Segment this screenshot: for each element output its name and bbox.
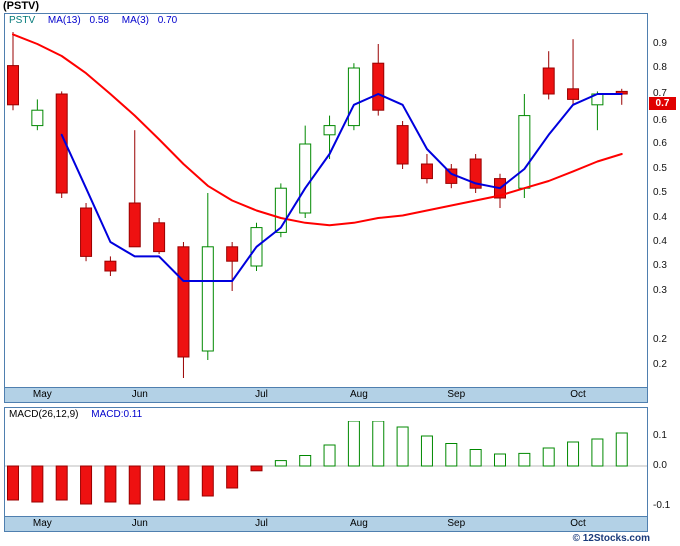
y-axis-tick-label: -0.1 <box>653 500 671 511</box>
y-axis-tick-label: 0.5 <box>653 187 667 198</box>
x-axis-month-label: May <box>32 389 52 400</box>
x-axis-month-label: Jun <box>131 389 148 400</box>
ma3-legend-value: 0.70 <box>157 15 178 26</box>
price-chart-panel: PSTV MA(13) 0.58 MA(3) 0.70 May Jun Jul Aug… <box>4 13 648 403</box>
x-axis-month-label: Oct <box>570 518 586 529</box>
x-axis-month-label: Sep <box>447 389 466 400</box>
y-axis-tick-label: 0.6 <box>653 115 667 126</box>
ma13-legend-value: 0.58 <box>89 15 109 26</box>
current-price-marker: 0.7 <box>649 97 676 110</box>
ma13-legend-label: MA(13) <box>47 15 81 26</box>
x-axis-month-label: Jun <box>131 518 148 529</box>
page-title: (PSTV) <box>3 0 40 12</box>
y-axis-tick-label: 0.1 <box>653 430 667 441</box>
y-axis-tick-label: 0.5 <box>653 163 667 174</box>
watermark-link[interactable]: © 12Stocks.com <box>572 533 650 544</box>
x-axis-month-label: Oct <box>570 389 586 400</box>
candlestick-plot <box>7 32 628 378</box>
y-axis-tick-label: 0.4 <box>653 236 667 247</box>
x-axis-month-label: Jul <box>255 389 268 400</box>
macd-legend: MACD(26,12,9) MACD:0.11 <box>9 409 142 420</box>
y-axis-tick-label: 0.3 <box>653 260 667 271</box>
price-chart-legend: PSTV MA(13) 0.58 MA(3) 0.70 <box>9 15 177 26</box>
y-axis-tick-label: 0.2 <box>653 359 667 370</box>
y-axis-tick-label: 0.6 <box>653 138 667 149</box>
x-axis-month-label: Aug <box>349 518 368 529</box>
macd-legend-value: MACD:0.11 <box>91 409 143 420</box>
y-axis-tick-label: 0.0 <box>653 460 667 471</box>
macd-x-axis-band: May Jun Jul Aug Sep Oct <box>5 516 647 531</box>
y-axis-tick-label: 0.8 <box>653 62 667 73</box>
x-axis-month-label: Aug <box>349 389 368 400</box>
y-axis-tick-label: 0.4 <box>653 212 667 223</box>
x-axis-month-label: Sep <box>447 518 466 529</box>
x-axis-month-label: May <box>32 518 52 529</box>
y-axis-tick-label: 0.2 <box>653 334 667 345</box>
macd-y-axis-labels: 0.1 0.0 -0.1 <box>651 421 680 515</box>
price-x-axis-band: May Jun Jul Aug Sep Oct <box>5 387 647 402</box>
y-axis-tick-label: 0.9 <box>653 38 667 49</box>
ma3-legend-label: MA(3) <box>121 15 149 26</box>
macd-histogram-plot <box>5 421 647 505</box>
ticker-symbol: PSTV <box>9 15 36 26</box>
price-y-axis-labels: 0.9 0.8 0.7 0.6 0.6 0.5 0.5 0.4 0.4 0.3 0.3 0.2 0.2 <box>651 27 680 387</box>
y-axis-tick-label: 0.7 <box>653 88 667 99</box>
macd-chart-panel: MACD(26,12,9) MACD:0.11 May Jun Jul Aug Sep O… <box>4 407 648 532</box>
macd-legend-label: MACD(26,12,9) <box>9 409 79 420</box>
y-axis-tick-label: 0.3 <box>653 285 667 296</box>
x-axis-month-label: Jul <box>255 518 268 529</box>
